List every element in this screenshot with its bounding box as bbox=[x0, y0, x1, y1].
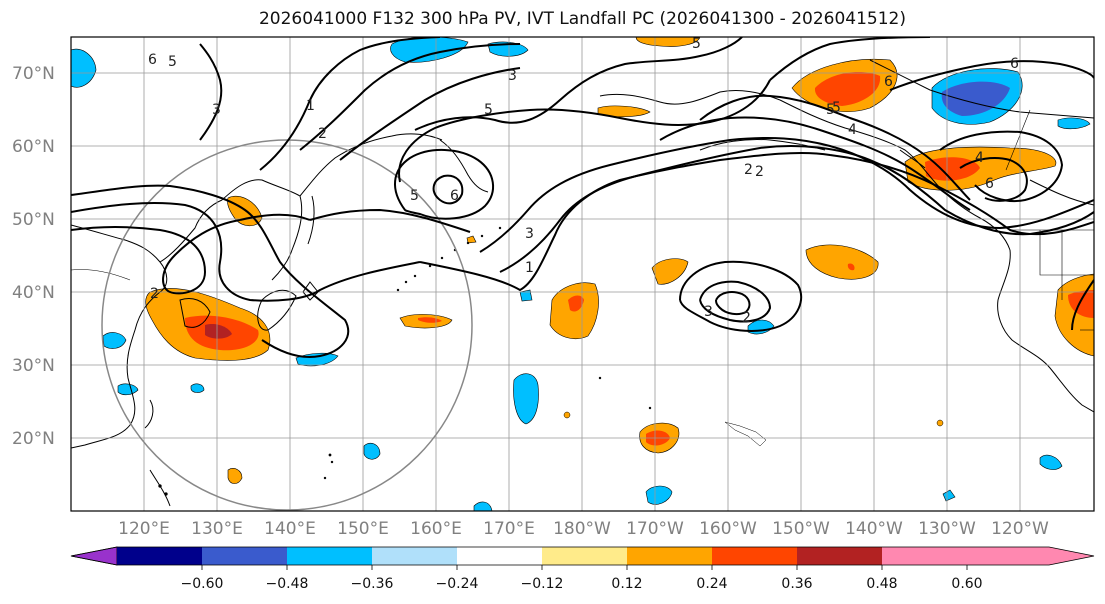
colorbar-segment bbox=[797, 547, 882, 565]
lon-label: 140°E bbox=[264, 519, 316, 539]
contour-label: 5 bbox=[692, 36, 701, 52]
colorbar-segment bbox=[627, 547, 712, 565]
graticule bbox=[71, 37, 1094, 511]
colorbar-tick-label: −0.48 bbox=[266, 576, 309, 592]
colorbar-segment bbox=[457, 547, 542, 565]
contour-label: 2 bbox=[150, 286, 159, 302]
colorbar-tick-label: 0.60 bbox=[951, 576, 982, 592]
map-plot-area: 6 5 3 1 2 5 3 5 5 6 6 3 1 2 4 2 6 2 5 3 … bbox=[71, 36, 1094, 511]
colorbar-extend-low bbox=[70, 546, 118, 566]
contour-label: 3 bbox=[525, 226, 534, 242]
contour-label: 5 bbox=[826, 102, 835, 118]
lon-label: 160°E bbox=[410, 519, 462, 539]
colorbar: −0.60 −0.48 −0.36 −0.24 −0.12 0.12 0.24 … bbox=[70, 546, 1095, 592]
colorbar-tick-label: −0.60 bbox=[181, 576, 224, 592]
contour-label: 4 bbox=[975, 150, 984, 166]
colorbar-tick-label: 0.12 bbox=[611, 576, 642, 592]
islands bbox=[158, 226, 767, 496]
lon-label: 180°W bbox=[553, 519, 611, 539]
pv-contours bbox=[71, 37, 1094, 358]
contour-label: 6 bbox=[985, 176, 994, 192]
colorbar-tick-label: −0.24 bbox=[436, 576, 479, 592]
lat-label: 70°N bbox=[12, 64, 55, 84]
lon-label: 150°W bbox=[772, 519, 830, 539]
contour-labels: 6 5 3 1 2 5 3 5 5 6 6 3 1 2 4 2 6 2 5 3 … bbox=[148, 36, 1019, 326]
contour-label: 1 bbox=[306, 98, 315, 114]
colorbar-segment bbox=[117, 547, 202, 565]
contour-label: 6 bbox=[884, 74, 893, 90]
contour-label: 5 bbox=[168, 54, 177, 70]
lon-label: 120°E bbox=[118, 519, 170, 539]
lat-label: 30°N bbox=[12, 356, 55, 376]
contour-label: 2 bbox=[755, 164, 764, 180]
colorbar-tick-label: 0.36 bbox=[781, 576, 812, 592]
contour-label: 6 bbox=[450, 188, 459, 204]
lon-label: 130°W bbox=[918, 519, 976, 539]
contour-label: 2 bbox=[742, 310, 751, 326]
lat-label: 60°N bbox=[12, 137, 55, 157]
lat-label: 40°N bbox=[12, 283, 55, 303]
colorbar-segment bbox=[202, 547, 287, 565]
contour-label: 3 bbox=[704, 304, 713, 320]
colorbar-tick-label: 0.48 bbox=[866, 576, 897, 592]
lon-label: 170°E bbox=[483, 519, 535, 539]
lat-label: 20°N bbox=[12, 429, 55, 449]
colorbar-segment bbox=[712, 547, 797, 565]
colorbar-segment bbox=[372, 547, 457, 565]
lon-label: 130°E bbox=[191, 519, 243, 539]
colorbar-tick-label: 0.24 bbox=[696, 576, 727, 592]
contour-label: 4 bbox=[848, 122, 857, 138]
lat-label: 50°N bbox=[12, 210, 55, 230]
lon-label: 160°W bbox=[699, 519, 757, 539]
lon-label: 140°W bbox=[845, 519, 903, 539]
colorbar-extend-high bbox=[967, 547, 1094, 565]
lon-label: 150°E bbox=[337, 519, 389, 539]
lon-label: 120°W bbox=[991, 519, 1049, 539]
contour-label: 3 bbox=[508, 68, 517, 84]
lon-label: 170°W bbox=[626, 519, 684, 539]
contour-label: 2 bbox=[744, 162, 753, 178]
contour-label: 5 bbox=[832, 100, 841, 116]
map-title: 2026041000 F132 300 hPa PV, IVT Landfall… bbox=[258, 9, 906, 29]
latitude-labels: 70°N 60°N 50°N 40°N 30°N 20°N bbox=[12, 64, 55, 449]
radius-circle bbox=[101, 139, 473, 511]
colorbar-tick-label: −0.36 bbox=[351, 576, 394, 592]
colorbar-segment bbox=[882, 547, 967, 565]
map-frame bbox=[70, 36, 1095, 512]
contour-label: 6 bbox=[1010, 56, 1019, 72]
colorbar-tick-label: −0.12 bbox=[521, 576, 564, 592]
contour-label: 5 bbox=[484, 102, 493, 118]
contour-label: 6 bbox=[148, 52, 157, 68]
contour-label: 5 bbox=[410, 188, 419, 204]
contour-label: 2 bbox=[318, 126, 327, 142]
colorbar-segment bbox=[287, 547, 372, 565]
colorbar-segment bbox=[542, 547, 627, 565]
longitude-labels: 120°E 130°E 140°E 150°E 160°E 170°E 180°… bbox=[118, 519, 1049, 539]
contour-label: 1 bbox=[525, 260, 534, 276]
contour-label: 3 bbox=[212, 102, 221, 118]
